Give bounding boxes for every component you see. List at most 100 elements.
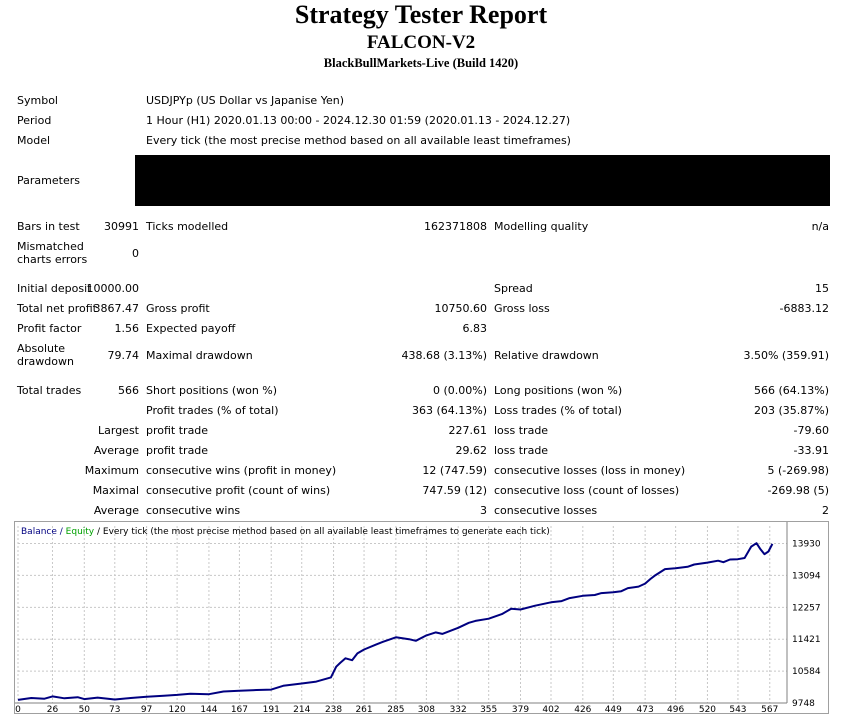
expected-payoff-value: 6.83 <box>462 322 488 335</box>
x-tick-label: 261 <box>355 705 372 713</box>
net-profit-label: Total net profit <box>17 302 97 315</box>
avg-cons-losses-label: consecutive losses <box>494 504 598 517</box>
long-positions-label: Long positions (won %) <box>494 384 623 397</box>
gross-profit-label: Gross profit <box>146 302 210 315</box>
max-drawdown-value: 438.68 (3.13%) <box>401 349 487 362</box>
x-tick-label: 73 <box>109 705 120 713</box>
max-cons-losses-value: 5 (-269.98) <box>767 464 829 477</box>
bars-value: 30991 <box>104 220 139 233</box>
largest-profit-value: 227.61 <box>448 424 488 437</box>
x-tick-label: 214 <box>293 705 310 713</box>
ticks-label: Ticks modelled <box>146 220 229 233</box>
max-cons-wins-label: consecutive wins (profit in money) <box>146 464 337 477</box>
long-positions-value: 566 (64.13%) <box>753 384 829 397</box>
period-value: 1 Hour (H1) 2020.01.13 00:00 - 2024.12.3… <box>146 114 571 127</box>
max-drawdown-label: Maximal drawdown <box>146 349 253 362</box>
gross-loss-value: -6883.12 <box>779 302 829 315</box>
chart-legend: Balance / Equity / Every tick (the most … <box>21 527 550 537</box>
expected-payoff-label: Expected payoff <box>146 322 236 335</box>
x-tick-label: 144 <box>200 705 217 713</box>
short-positions-label: Short positions (won %) <box>146 384 278 397</box>
gross-loss-label: Gross loss <box>494 302 550 315</box>
expert-name: FALCON-V2 <box>366 32 476 53</box>
total-trades-label: Total trades <box>17 384 82 397</box>
profit-trades-value: 363 (64.13%) <box>411 404 487 417</box>
x-tick-label: 26 <box>47 705 59 713</box>
symbol-value: USDJPYp (US Dollar vs Japanise Yen) <box>146 94 344 107</box>
y-tick-label: 9748 <box>792 699 815 709</box>
loss-trades-value: 203 (35.87%) <box>753 404 829 417</box>
average-profit-label: profit trade <box>146 444 209 457</box>
y-tick-label: 11421 <box>792 635 821 645</box>
total-trades-value: 566 <box>118 384 139 397</box>
x-tick-label: 238 <box>325 705 342 713</box>
symbol-label: Symbol <box>17 94 58 107</box>
gross-profit-value: 10750.60 <box>434 302 488 315</box>
quality-value: n/a <box>811 220 829 233</box>
x-tick-label: 120 <box>169 705 186 713</box>
spread-label: Spread <box>494 282 533 295</box>
rel-drawdown-label: Relative drawdown <box>494 349 599 362</box>
x-tick-label: 285 <box>387 705 404 713</box>
deposit-label: Initial deposit <box>17 282 92 295</box>
abs-drawdown-value: 79.74 <box>107 349 140 362</box>
largest-loss-label: loss trade <box>494 424 549 437</box>
average-consecutive-label: Average <box>93 504 139 517</box>
x-tick-label: 473 <box>637 705 654 713</box>
report-title: Strategy Tester Report <box>294 0 548 29</box>
x-tick-label: 0 <box>15 705 21 713</box>
x-tick-label: 543 <box>729 705 746 713</box>
x-tick-label: 496 <box>667 705 684 713</box>
y-tick-label: 10584 <box>792 667 821 677</box>
abs-drawdown-label-line1: Absolute <box>17 342 66 355</box>
x-tick-label: 520 <box>699 705 716 713</box>
mismatch-label-line1: Mismatched <box>17 240 84 253</box>
short-positions-value: 0 (0.00%) <box>432 384 487 397</box>
x-tick-label: 50 <box>79 705 91 713</box>
model-value: Every tick (the most precise method base… <box>146 134 571 147</box>
average-profit-value: 29.62 <box>455 444 488 457</box>
maximal-profit-value: 747.59 (12) <box>422 484 487 497</box>
bars-label: Bars in test <box>17 220 80 233</box>
quality-label: Modelling quality <box>494 220 589 233</box>
maximal-loss-value: -269.98 (5) <box>767 484 829 497</box>
loss-trades-label: Loss trades (% of total) <box>494 404 622 417</box>
x-tick-label: 308 <box>418 705 435 713</box>
maximal-loss-label: consecutive loss (count of losses) <box>494 484 680 497</box>
legend-separator: / <box>56 527 66 537</box>
spread-value: 15 <box>815 282 829 295</box>
x-tick-label: 402 <box>542 705 559 713</box>
avg-cons-losses-value: 2 <box>822 504 829 517</box>
legend-balance: Balance <box>21 527 57 537</box>
mismatch-value: 0 <box>132 247 139 260</box>
model-label: Model <box>17 134 51 147</box>
abs-drawdown-label-line2: drawdown <box>17 355 74 368</box>
x-tick-label: 426 <box>574 705 591 713</box>
largest-loss-value: -79.60 <box>793 424 829 437</box>
ticks-value: 162371808 <box>424 220 487 233</box>
profit-factor-value: 1.56 <box>114 322 140 335</box>
parameters-label: Parameters <box>17 174 80 187</box>
x-tick-label: 449 <box>605 705 622 713</box>
parameters-redacted-box <box>135 155 830 206</box>
x-tick-label: 97 <box>141 705 152 713</box>
y-tick-label: 12257 <box>792 603 821 613</box>
avg-cons-wins-label: consecutive wins <box>146 504 241 517</box>
average-loss-label: loss trade <box>494 444 549 457</box>
largest-label: Largest <box>98 424 139 437</box>
x-tick-label: 355 <box>480 705 497 713</box>
maximal-profit-label: consecutive profit (count of wins) <box>146 484 331 497</box>
legend-equity: Equity <box>65 527 95 537</box>
max-cons-losses-label: consecutive losses (loss in money) <box>494 464 686 477</box>
net-profit-value: 3867.47 <box>93 302 140 315</box>
max-cons-wins-value: 12 (747.59) <box>422 464 487 477</box>
profit-trades-label: Profit trades (% of total) <box>146 404 279 417</box>
profit-factor-label: Profit factor <box>17 322 82 335</box>
average-label: Average <box>93 444 139 457</box>
avg-cons-wins-value: 3 <box>480 504 487 517</box>
x-tick-label: 167 <box>231 705 248 713</box>
x-tick-label: 332 <box>450 705 467 713</box>
balance-line <box>17 542 774 701</box>
balance-chart: 0 26 50 73 97 120 144 167 191 214 238 261 285 308 332 3… <box>14 521 829 714</box>
balance-chart-svg: 0 26 50 73 97 120 144 167 191 214 238 261 285 308 332 3… <box>15 522 821 713</box>
